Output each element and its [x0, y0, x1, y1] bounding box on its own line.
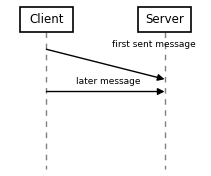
Bar: [138, 7, 191, 32]
Text: later message: later message: [76, 77, 141, 86]
Text: Server: Server: [145, 13, 184, 26]
Text: Client: Client: [29, 13, 64, 26]
Text: first sent message: first sent message: [112, 40, 196, 49]
Bar: [20, 7, 73, 32]
